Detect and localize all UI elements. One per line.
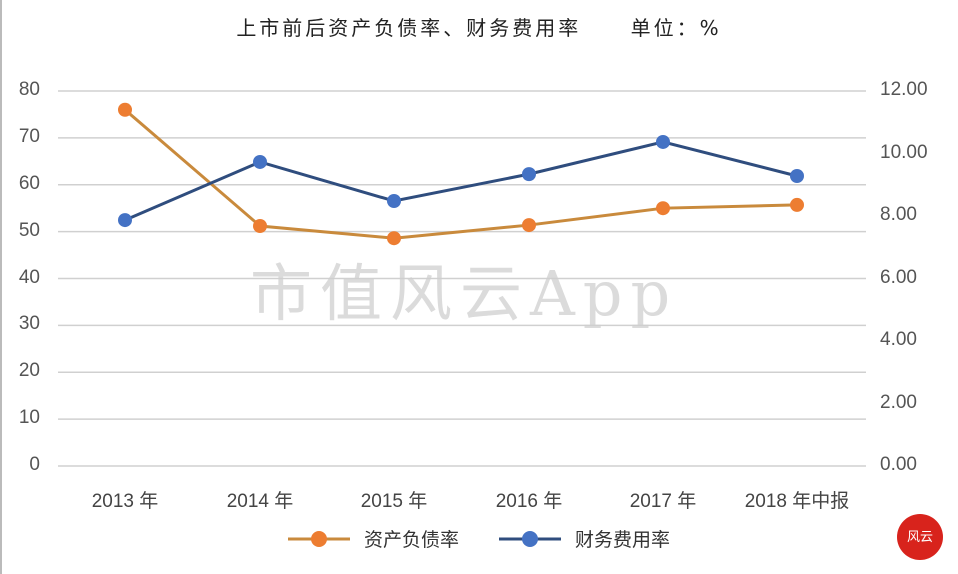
right-tick-label: 0.00 — [880, 454, 917, 475]
image-border — [0, 0, 2, 574]
x-tick-label: 2015 年 — [360, 491, 428, 512]
chart-title: 上市前后资产负债率、财务费用率 单位：% — [0, 12, 958, 41]
legend-label: 财务费用率 — [575, 529, 671, 551]
left-tick-label: 40 — [18, 266, 40, 288]
x-tick-label: 2014 年 — [226, 491, 294, 512]
data-point[interactable] — [522, 167, 536, 182]
legend-label: 资产负债率 — [363, 529, 459, 551]
data-point[interactable] — [118, 213, 132, 228]
x-tick-label: 2013 年 — [91, 491, 159, 512]
data-point[interactable] — [387, 194, 401, 208]
logo-stamp: 风云 — [897, 514, 943, 560]
unit-label: 单位：% — [630, 16, 722, 40]
right-tick-label: 8.00 — [880, 204, 917, 225]
blue-line-marker-icon — [499, 530, 561, 547]
left-tick-label: 20 — [18, 360, 40, 382]
series-line-0 — [124, 108, 798, 240]
legend-item-finance-cost-ratio[interactable]: 财务费用率 — [499, 525, 670, 552]
data-point[interactable] — [790, 197, 804, 212]
legend-item-debt-ratio[interactable]: 资产负债率 — [287, 525, 459, 552]
data-point[interactable] — [790, 169, 804, 183]
title-text: 上市前后资产负债率、财务费用率 — [236, 16, 582, 40]
right-tick-label: 12.00 — [880, 79, 928, 100]
right-tick-label: 6.00 — [880, 266, 917, 288]
series-line-1 — [124, 140, 798, 222]
left-tick-label: 50 — [18, 219, 40, 241]
right-tick-label: 10.00 — [880, 141, 928, 163]
x-tick-label: 2017 年 — [629, 491, 697, 512]
left-tick-label: 30 — [18, 313, 40, 335]
right-tick-label: 2.00 — [880, 391, 917, 413]
data-point[interactable] — [253, 154, 267, 169]
x-tick-label: 2018 年中报 — [744, 491, 850, 512]
left-tick-label: 0 — [29, 454, 40, 475]
legend: 资产负债率 财务费用率 — [0, 525, 958, 552]
watermark: 市值风云App — [250, 257, 679, 330]
left-tick-label: 10 — [18, 407, 40, 429]
orange-line-marker-icon — [287, 530, 350, 547]
left-tick-label: 60 — [18, 172, 40, 194]
data-point[interactable] — [118, 102, 132, 117]
data-point[interactable] — [387, 231, 401, 246]
data-point[interactable] — [656, 134, 670, 149]
right-tick-label: 4.00 — [880, 329, 917, 350]
data-point[interactable] — [656, 201, 670, 216]
left-tick-label: 70 — [18, 125, 40, 147]
data-point[interactable] — [253, 219, 267, 233]
left-tick-label: 80 — [18, 79, 40, 100]
x-tick-label: 2016 年 — [495, 491, 563, 512]
data-point[interactable] — [522, 218, 536, 233]
